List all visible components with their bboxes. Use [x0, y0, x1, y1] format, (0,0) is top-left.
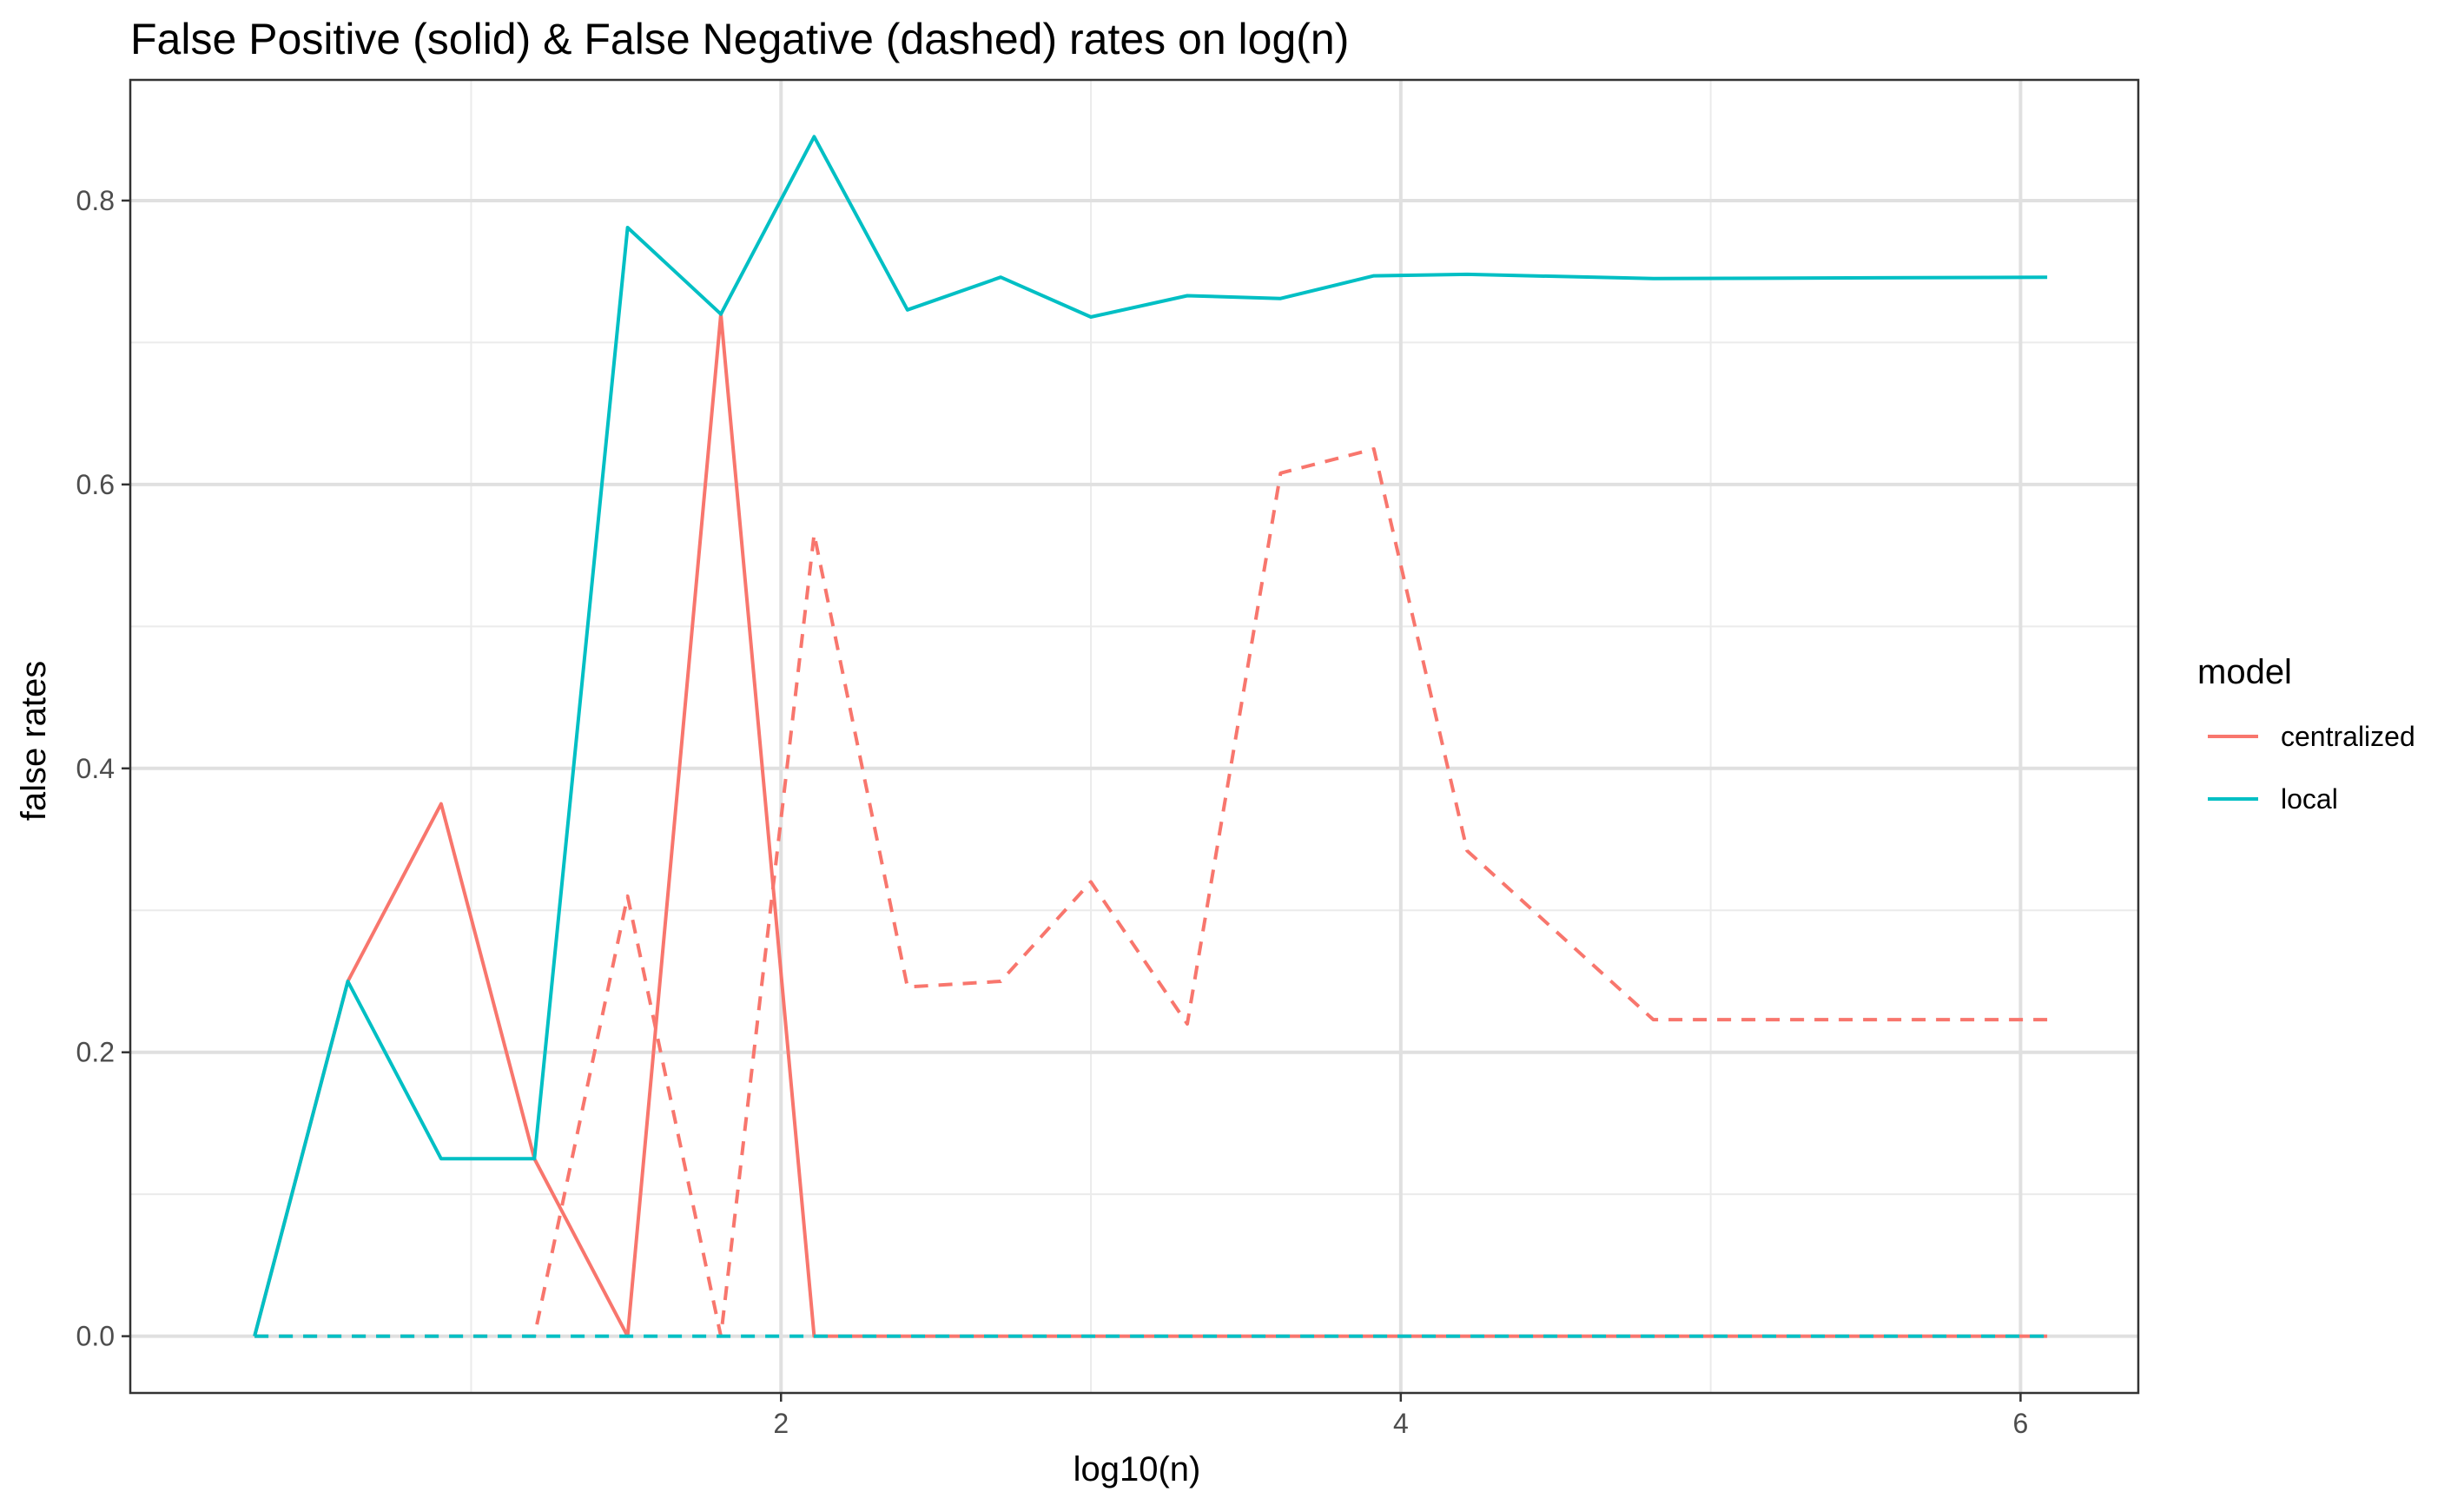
y-tick-label: 0.2 — [76, 1037, 115, 1068]
y-axis-title: false rates — [15, 661, 53, 822]
panel-border — [129, 78, 2140, 1395]
legend-entries: centralized local — [2208, 721, 2415, 815]
y-tick-label: 0.6 — [76, 469, 115, 500]
legend-label-centralized: centralized — [2281, 721, 2415, 752]
y-tick-label: 0.0 — [76, 1321, 115, 1352]
y-axis: 0.0 0.2 0.4 0.6 0.8 — [76, 185, 130, 1352]
x-tick-label: 4 — [1393, 1408, 1409, 1439]
legend-title: model — [2197, 653, 2292, 691]
legend: model centralized local — [2197, 653, 2415, 815]
series-line-centralized-dashed — [254, 447, 2048, 1338]
legend-label-local: local — [2281, 783, 2338, 815]
minor-grid — [130, 80, 2138, 1393]
x-tick-label: 2 — [773, 1408, 789, 1439]
series-line-centralized-solid — [253, 312, 2048, 1338]
plot-background — [130, 80, 2138, 1393]
y-tick-label: 0.8 — [76, 185, 115, 216]
x-axis-title: log10(n) — [1073, 1450, 1201, 1488]
panel-border-rect — [129, 78, 2140, 1395]
y-tick-label: 0.4 — [76, 753, 115, 784]
x-tick-label: 6 — [2013, 1408, 2029, 1439]
chart-title: False Positive (solid) & False Negative … — [130, 15, 1349, 63]
series-line-local-solid — [253, 135, 2048, 1337]
plot-panel — [130, 80, 2138, 1393]
series-layer — [253, 135, 2048, 1338]
x-axis: 2 4 6 — [773, 1393, 2028, 1439]
